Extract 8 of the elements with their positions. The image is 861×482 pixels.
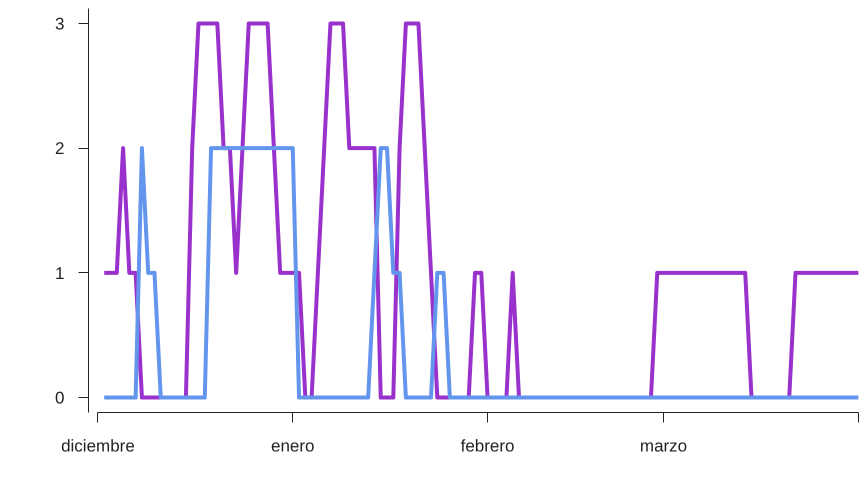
- x-tick-label: enero: [271, 436, 314, 456]
- x-tick-label: marzo: [640, 436, 688, 456]
- y-tick-label: 1: [55, 264, 65, 283]
- x-tick-label: diciembre: [61, 436, 135, 456]
- y-tick-label: 0: [55, 388, 65, 408]
- y-tick-label: 3: [55, 14, 65, 34]
- y-tick-label: 2: [55, 139, 65, 158]
- x-tick-label: febrero: [460, 436, 515, 456]
